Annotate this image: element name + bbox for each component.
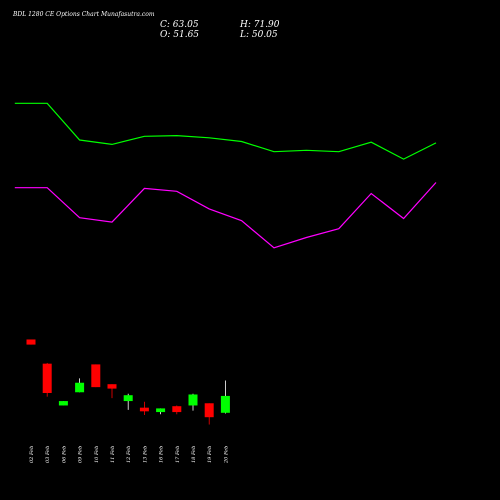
x-axis-labels: 02 Feb 03 Feb 06 Feb 09 Feb 10 Feb 11 Feb 12 F… (29, 446, 229, 464)
x-label-1: 02 Feb (29, 446, 35, 463)
candles (26, 339, 230, 425)
x-label-12: 19 Feb (207, 446, 213, 463)
candle-body-8 (139, 407, 149, 412)
open-readout: O: 51.65 (160, 30, 199, 40)
x-label-7: 12 Feb (126, 446, 132, 463)
x-label-3: 06 Feb (61, 446, 67, 463)
candle-body-2 (42, 363, 52, 393)
candle-body-11 (188, 394, 198, 406)
x-label-11: 18 Feb (191, 446, 197, 463)
x-label-2: 03 Feb (45, 446, 51, 463)
chart-title: BDL 1280 CE Options Chart Munafasutra.co… (12, 11, 155, 18)
x-label-5: 10 Feb (94, 446, 100, 463)
x-label-4: 09 Feb (78, 446, 84, 463)
candle-body-9 (156, 408, 166, 413)
indicator-line-2 (14, 182, 437, 249)
high-readout: H: 71.90 (239, 20, 280, 30)
candle-body-1 (26, 339, 36, 345)
candle-body-7 (123, 395, 133, 402)
x-label-9: 16 Feb (159, 446, 165, 463)
x-label-8: 13 Feb (142, 446, 148, 463)
x-label-13: 20 Feb (223, 446, 229, 464)
candle-body-6 (107, 384, 117, 389)
candle-body-4 (75, 382, 85, 393)
candle-body-3 (58, 401, 68, 406)
x-label-10: 17 Feb (175, 446, 181, 463)
candle-body-10 (172, 406, 182, 413)
indicator-line-1 (14, 102, 437, 160)
close-readout: C: 63.05 (160, 20, 199, 30)
candle-body-5 (91, 364, 101, 388)
candle-body-12 (204, 403, 214, 418)
low-readout: L: 50.05 (239, 30, 278, 40)
indicator-lines (14, 102, 437, 249)
x-label-6: 11 Feb (110, 446, 116, 463)
candle-body-13 (220, 395, 230, 413)
